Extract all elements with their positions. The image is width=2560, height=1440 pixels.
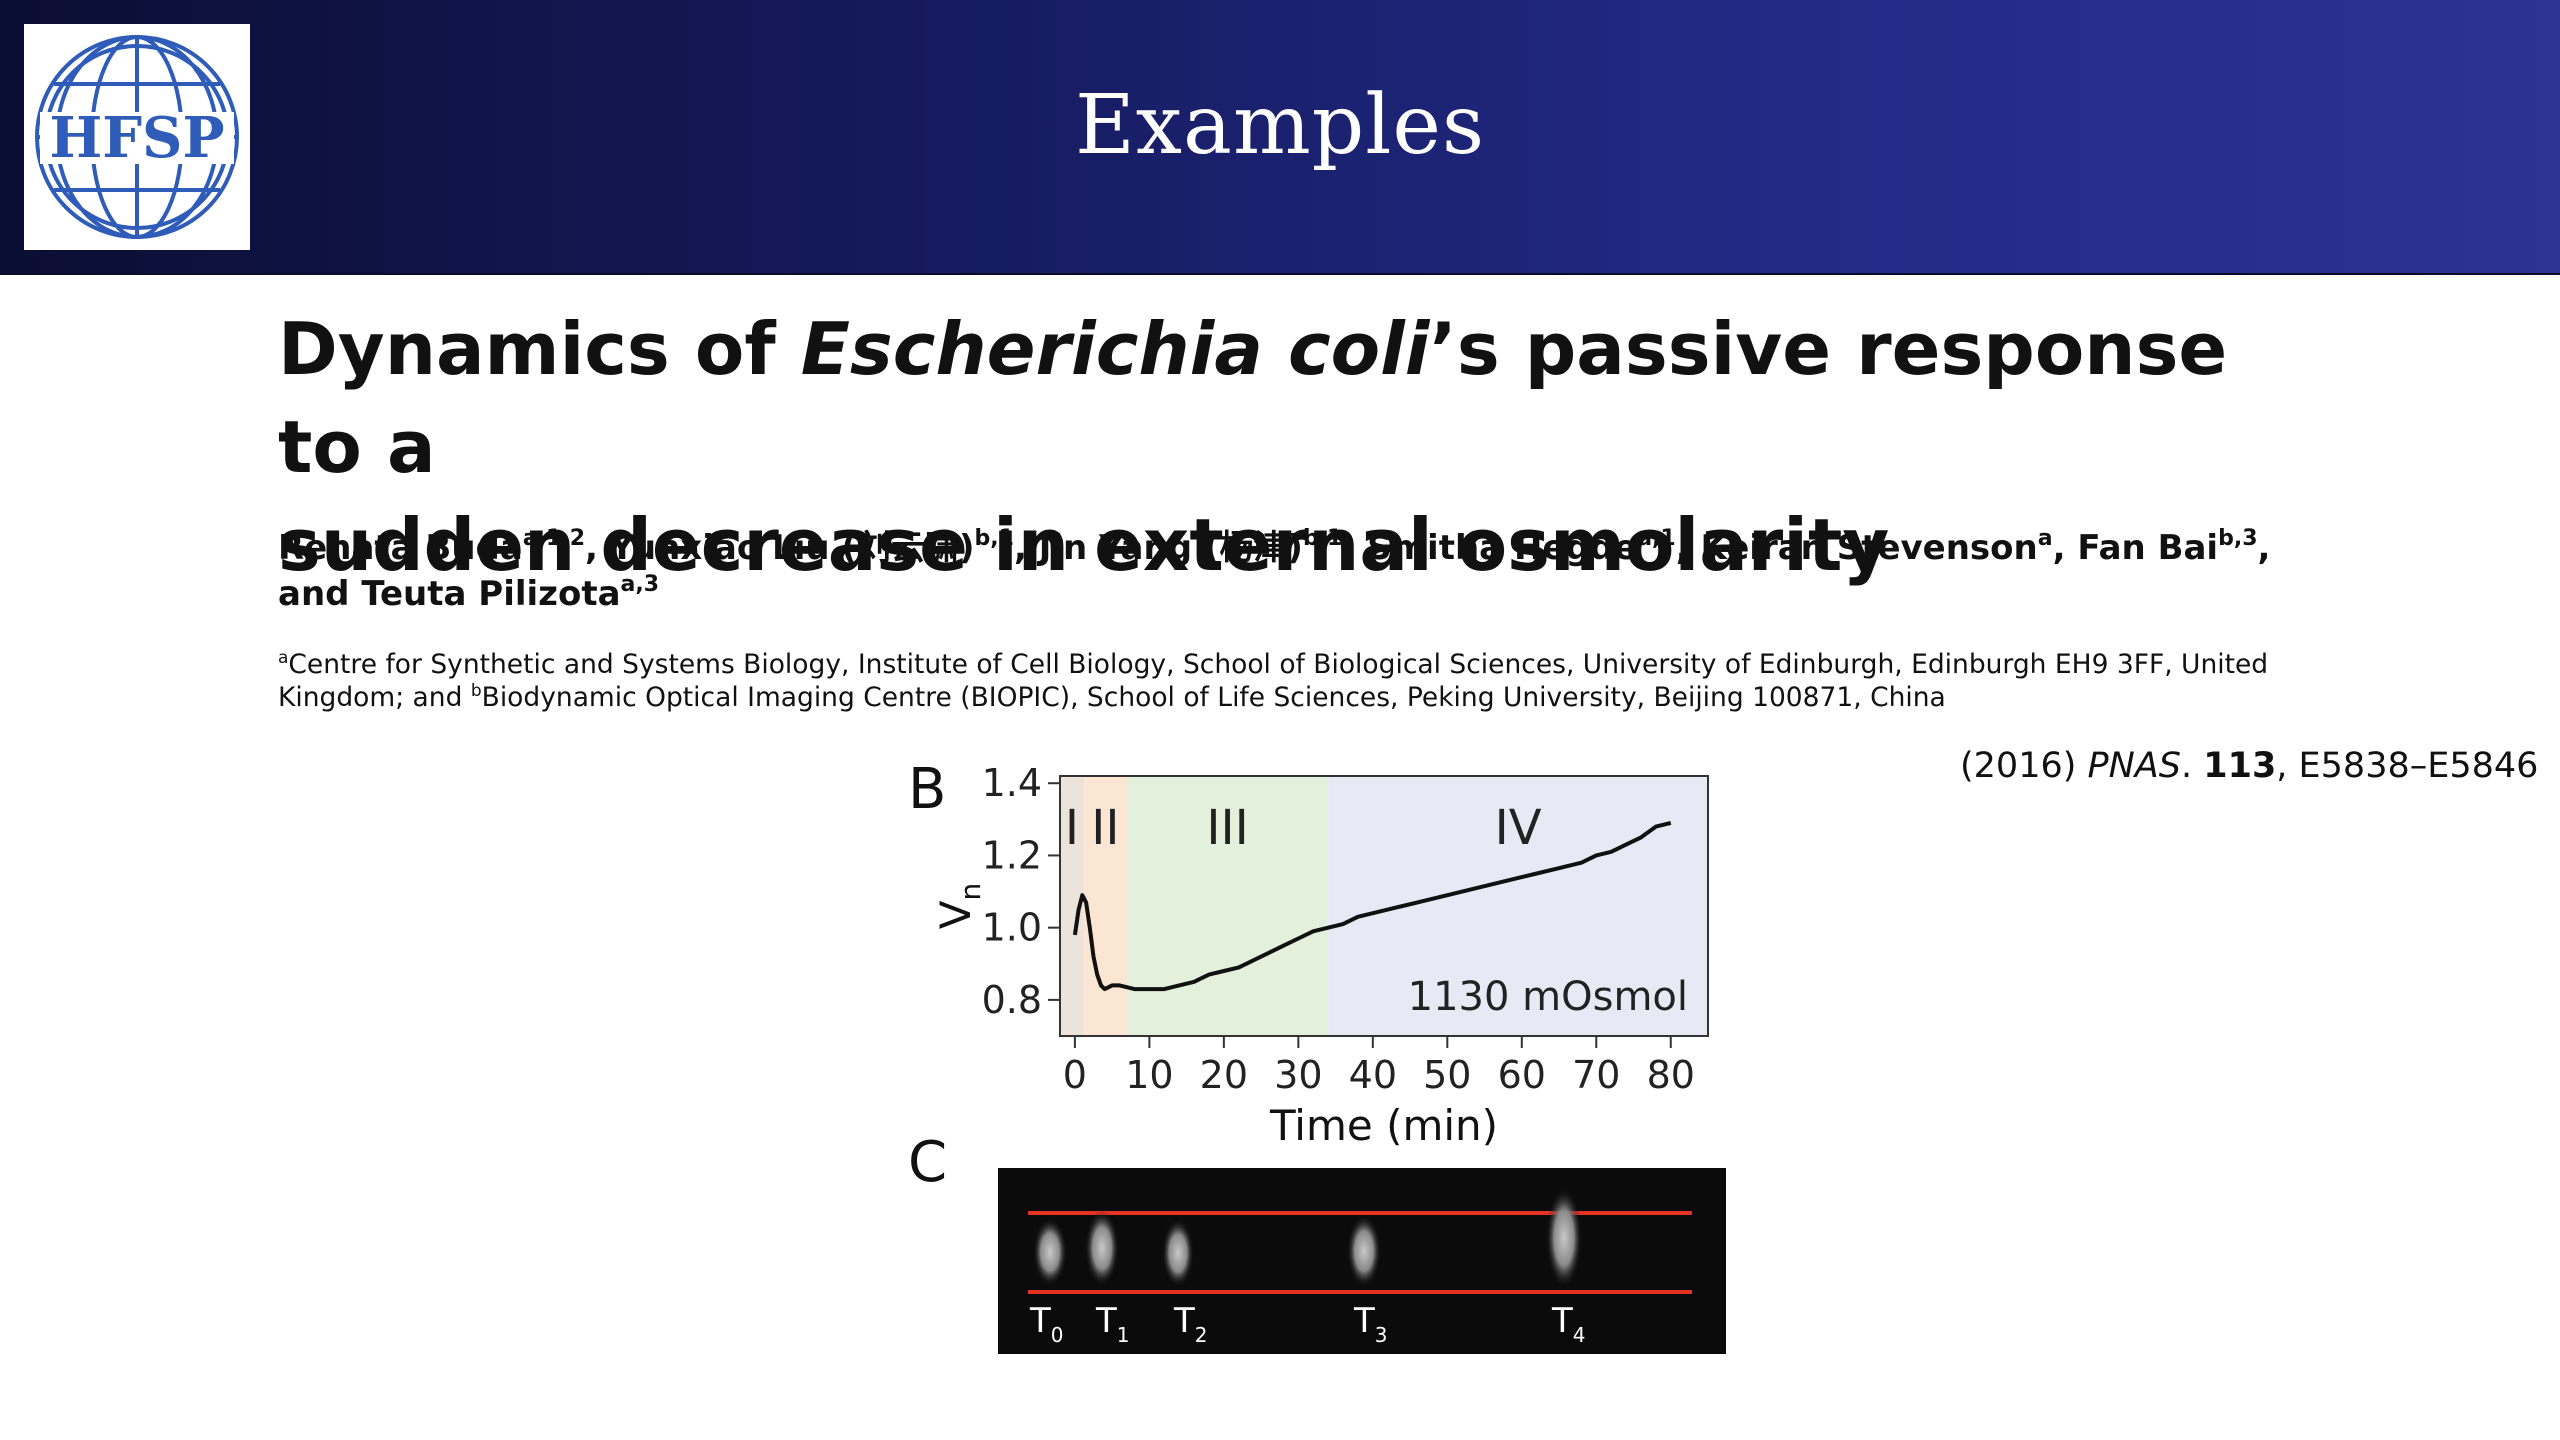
x-tick-label: 10 (1125, 1053, 1173, 1097)
cell-t4 (1546, 1188, 1582, 1288)
x-tick-label: 20 (1200, 1053, 1248, 1097)
author-affiliation-sup: b,3 (2218, 526, 2258, 551)
affiliation-marker: a (278, 648, 289, 668)
author-separator: , (2257, 528, 2271, 568)
time-label-t2: T2 (1173, 1301, 1208, 1347)
affiliation-a: Centre for Synthetic and Systems Biology… (278, 649, 2269, 713)
author-affiliation-sup: a,3 (620, 572, 660, 597)
x-tick-label: 80 (1647, 1053, 1695, 1097)
paper-title-part: Dynamics of (278, 307, 801, 391)
y-tick-label: 0.8 (982, 978, 1042, 1022)
logo-text: HFSP (49, 105, 224, 171)
author-name: and Teuta Pilizota (278, 574, 621, 614)
citation-journal: PNAS (2087, 746, 2181, 786)
author-separator: , (1675, 528, 1701, 568)
author-affiliation-sup: a (2037, 526, 2053, 551)
citation: (2016) PNAS. 113, E5838–E5846 (1960, 746, 2538, 786)
author-name: Smitha Hegde (1367, 528, 1638, 568)
author-name: Jin Yang (杨津) (1038, 528, 1303, 568)
author-affiliation-sup: a,1 (1637, 526, 1676, 551)
y-tick-label: 1.2 (982, 833, 1042, 877)
author-separator: , (2052, 528, 2078, 568)
affiliation-b: Biodynamic Optical Imaging Centre (BIOPI… (481, 682, 1946, 713)
phase-label: I (1065, 800, 1079, 856)
phase-region-3 (1127, 776, 1329, 1036)
globe-icon: HFSP (35, 35, 239, 239)
citation-dot: . (2180, 746, 2204, 786)
paper-title: Dynamics of Escherichia coli’s passive r… (278, 300, 2318, 594)
y-tick-label: 1.4 (982, 761, 1042, 805)
author-name: Keiran Stevenson (1700, 528, 2038, 568)
author-name: Renata Buda (278, 528, 523, 568)
author-list: Renata Budaa,1,2, Yunxiao Liu (刘云啸)b,1, … (278, 525, 2358, 617)
x-tick-label: 0 (1063, 1053, 1087, 1097)
time-label-t4: T4 (1551, 1301, 1586, 1347)
y-tick-label: 1.0 (982, 906, 1042, 950)
plot-frame (1059, 775, 1709, 1037)
paper-title-part: ’s passive response to a (278, 307, 2228, 489)
affiliations: aCentre for Synthetic and Systems Biolog… (278, 648, 2378, 714)
author-affiliation-sup: a,1,2 (522, 526, 586, 551)
slide-title: Examples (1074, 78, 1486, 173)
citation-pages: , E5838–E5846 (2276, 746, 2539, 786)
x-tick-label: 30 (1274, 1053, 1322, 1097)
author-separator: , (1342, 528, 1368, 568)
osmolarity-annotation: 1130 mOsmol (1408, 974, 1688, 1020)
phase-region-4 (1328, 776, 1708, 1036)
paper-title-species: Escherichia coli (800, 307, 1430, 391)
x-tick-label: 50 (1423, 1053, 1471, 1097)
micrograph-image: T0 T1 T2 T3 T4 (1028, 1188, 1692, 1347)
cell-micrograph: T0 T1 T2 T3 T4 (998, 1168, 1726, 1354)
author-affiliation-sup: b,1 (974, 526, 1014, 551)
cell-t2 (1162, 1219, 1194, 1287)
cell-t1 (1085, 1210, 1119, 1286)
author-separator: , (585, 528, 610, 568)
citation-volume: 113 (2203, 746, 2277, 786)
cell-t3 (1347, 1215, 1381, 1287)
affiliation-marker: b (470, 681, 482, 701)
panel-b-label: B (908, 757, 946, 822)
y-axis-label: Vn (931, 883, 987, 929)
author-separator: , (1013, 528, 1039, 568)
x-tick-label: 40 (1349, 1053, 1397, 1097)
slide-header: HFSP Examples (0, 0, 2560, 275)
phase-region-2 (1083, 776, 1128, 1036)
x-tick-label: 70 (1572, 1053, 1620, 1097)
panel-c-label: C (908, 1130, 948, 1195)
time-label-t3: T3 (1353, 1301, 1388, 1347)
phase-label: IV (1495, 800, 1542, 856)
time-label-t0: T0 (1029, 1301, 1064, 1347)
phase-region-1 (1060, 776, 1084, 1036)
phase-label: II (1091, 800, 1119, 856)
volume-series-line (1072, 820, 1672, 992)
x-axis-label: Time (min) (1269, 1101, 1498, 1150)
author-name: Yunxiao Liu (刘云啸) (609, 528, 975, 568)
phase-label: III (1206, 800, 1248, 856)
author-name: Fan Bai (2077, 528, 2219, 568)
citation-year: (2016) (1960, 746, 2088, 786)
cell-t0 (1033, 1218, 1067, 1286)
paper-title-line2: sudden decrease in external osmolarity (278, 503, 1890, 587)
x-tick-label: 60 (1498, 1053, 1546, 1097)
author-affiliation-sup: b,1 (1302, 526, 1343, 551)
hfsp-logo: HFSP (24, 24, 250, 250)
volume-chart: I II III IV0 10 20 30 40 50 60 70 800.81.01.21.4Tim… (908, 757, 1709, 1150)
time-label-t1: T1 (1095, 1301, 1130, 1347)
